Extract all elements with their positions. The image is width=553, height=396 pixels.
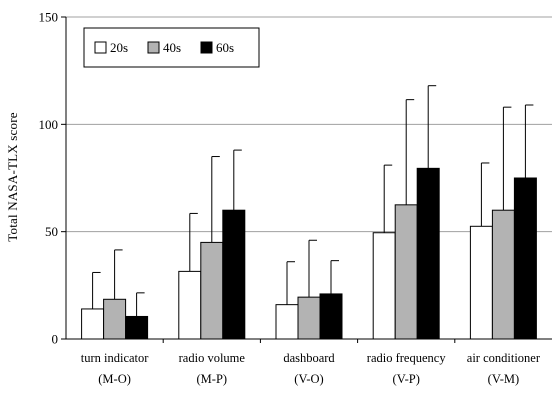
bar-20s [372, 232, 396, 340]
category-label: radio volume [179, 351, 246, 365]
bars [81, 85, 537, 340]
y-tick-labels: 0 50 100 150 [39, 10, 59, 347]
legend-swatch-20s [94, 41, 107, 54]
bar-60s [125, 315, 149, 340]
category-code-label: (M-P) [197, 372, 228, 386]
legend: 20s 40s 60s [83, 27, 260, 68]
bar-40s [491, 209, 515, 340]
legend-swatch-60s [200, 41, 213, 54]
category-code-label: (M-O) [98, 372, 131, 386]
bar-20s [275, 304, 299, 340]
y-tick-label: 100 [39, 117, 59, 132]
category-label: dashboard [283, 351, 335, 365]
legend-label: 20s [110, 40, 128, 55]
axes [61, 16, 552, 343]
y-tick-label: 150 [39, 10, 59, 25]
y-tick-label: 50 [45, 224, 58, 239]
y-tick-label: 0 [52, 332, 59, 347]
bar-20s [469, 225, 493, 340]
category-label: radio frequency [367, 351, 447, 365]
bar-20s [178, 270, 202, 340]
bar-40s [200, 241, 224, 340]
category-label: air conditioner [467, 351, 541, 365]
category-code-label: (V-M) [488, 372, 519, 386]
category-label: turn indicator [81, 351, 150, 365]
bar-60s [416, 167, 440, 340]
bar-60s [319, 293, 343, 340]
legend-label: 60s [216, 40, 234, 55]
category-code-label: (V-P) [393, 372, 420, 386]
category-labels: turn indicator (M-O) radio volume (M-P) dash… [81, 351, 541, 386]
bar-20s [81, 308, 105, 340]
y-axis-title: Total NASA-TLX score [5, 112, 20, 241]
bar-60s [222, 209, 246, 340]
bar-40s [297, 296, 321, 340]
legend-box [83, 27, 260, 68]
bar-60s [513, 177, 537, 340]
category-code-label: (V-O) [294, 372, 323, 386]
bar-40s [394, 204, 418, 340]
bar-40s [103, 298, 127, 340]
legend-swatch-40s [147, 41, 160, 54]
legend-label: 40s [163, 40, 181, 55]
